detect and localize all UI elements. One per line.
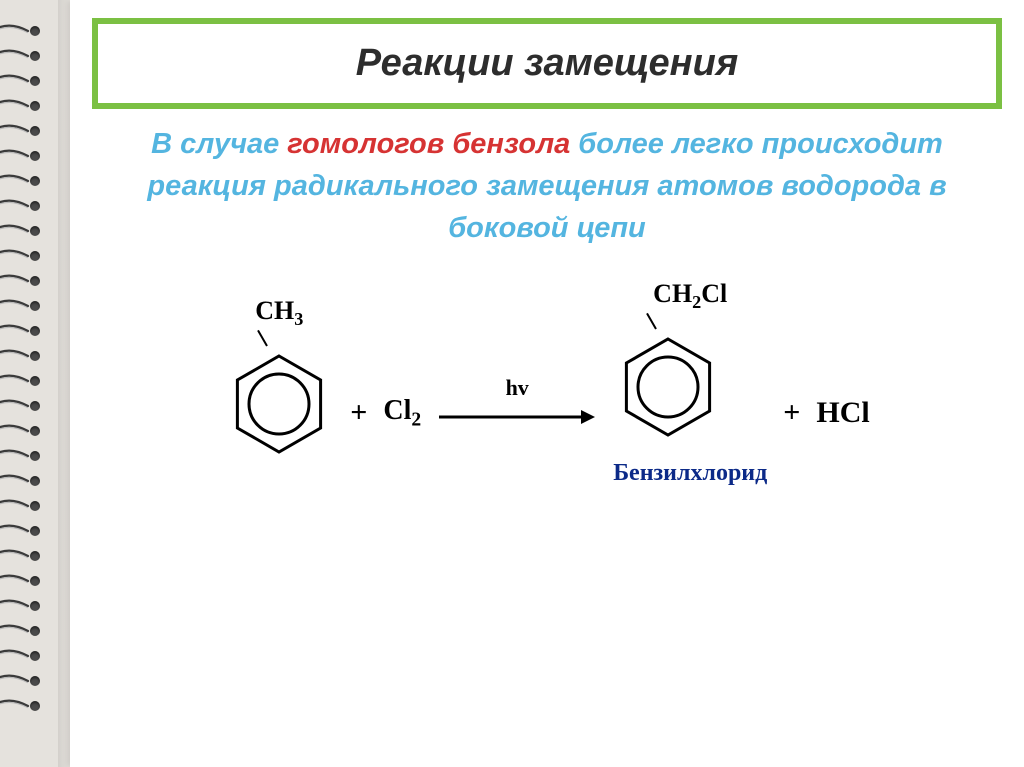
spiral-binding <box>0 0 70 767</box>
spiral-ring-icon <box>0 124 37 138</box>
spiral-ring-icon <box>0 599 37 613</box>
product-label: Бензилхлорид <box>613 460 767 487</box>
product-substituent: CH2Cl <box>613 279 767 313</box>
reactant-molecule: CH3 <box>224 296 334 471</box>
subtitle-text: В случае гомологов бензола более легко п… <box>120 123 974 249</box>
spiral-ring-icon <box>0 499 37 513</box>
title-band: Реакции замещения <box>92 18 1002 109</box>
prod-subst-tail: Cl <box>701 279 727 308</box>
subtitle-accent: гомологов бензола <box>287 128 570 160</box>
reagent-sub: 2 <box>411 410 421 431</box>
prod-subst-text: CH <box>653 279 692 308</box>
spiral-ring-icon <box>0 299 37 313</box>
benzene-ring-icon <box>613 329 723 454</box>
spiral-ring-icon <box>0 674 37 688</box>
product-molecule: CH2Cl Бензилхлорид <box>613 279 767 487</box>
spiral-ring-icon <box>0 449 37 463</box>
spiral-ring-icon <box>0 324 37 338</box>
spiral-ring-icon <box>0 99 37 113</box>
arrow-condition: hv <box>437 375 597 401</box>
spiral-ring-icon <box>0 549 37 563</box>
notebook-sheet: Реакции замещения В случае гомологов бен… <box>70 0 1024 767</box>
subst-sub: 3 <box>294 309 303 329</box>
reagent: Cl2 <box>383 335 421 432</box>
slide-title: Реакции замещения <box>356 42 738 84</box>
reaction-scheme: CH3 + Cl2 hv CH2Cl Бензилхло <box>92 279 1002 487</box>
spiral-ring-icon <box>0 24 37 38</box>
spiral-ring-icon <box>0 49 37 63</box>
spiral-ring-icon <box>0 624 37 638</box>
byproduct: HCl <box>816 336 869 430</box>
spiral-ring-icon <box>0 74 37 88</box>
bond-line <box>257 330 268 347</box>
spiral-ring-icon <box>0 249 37 263</box>
benzene-ring-icon <box>224 346 334 471</box>
spiral-ring-icon <box>0 374 37 388</box>
spiral-ring-icon <box>0 224 37 238</box>
bond-line <box>646 313 657 330</box>
reagent-text: Cl <box>383 395 411 426</box>
spiral-ring-icon <box>0 149 37 163</box>
subtitle-prefix: В случае <box>151 128 287 160</box>
arrow-icon <box>437 405 597 429</box>
reactant-substituent: CH3 <box>224 296 334 330</box>
spiral-ring-icon <box>0 574 37 588</box>
slide-page: Реакции замещения В случае гомологов бен… <box>0 0 1024 767</box>
spiral-ring-icon <box>0 699 37 713</box>
prod-subst-sub: 2 <box>692 292 701 312</box>
spiral-ring-icon <box>0 199 37 213</box>
spiral-ring-icon <box>0 274 37 288</box>
spiral-ring-icon <box>0 524 37 538</box>
spiral-ring-icon <box>0 649 37 663</box>
spiral-ring-icon <box>0 174 37 188</box>
spiral-ring-icon <box>0 399 37 413</box>
plus-sign: + <box>783 336 800 430</box>
subst-text: CH <box>255 296 294 325</box>
spiral-ring-icon <box>0 474 37 488</box>
plus-sign: + <box>350 336 367 430</box>
spiral-ring-icon <box>0 424 37 438</box>
spiral-ring-icon <box>0 349 37 363</box>
reaction-arrow: hv <box>437 333 597 434</box>
